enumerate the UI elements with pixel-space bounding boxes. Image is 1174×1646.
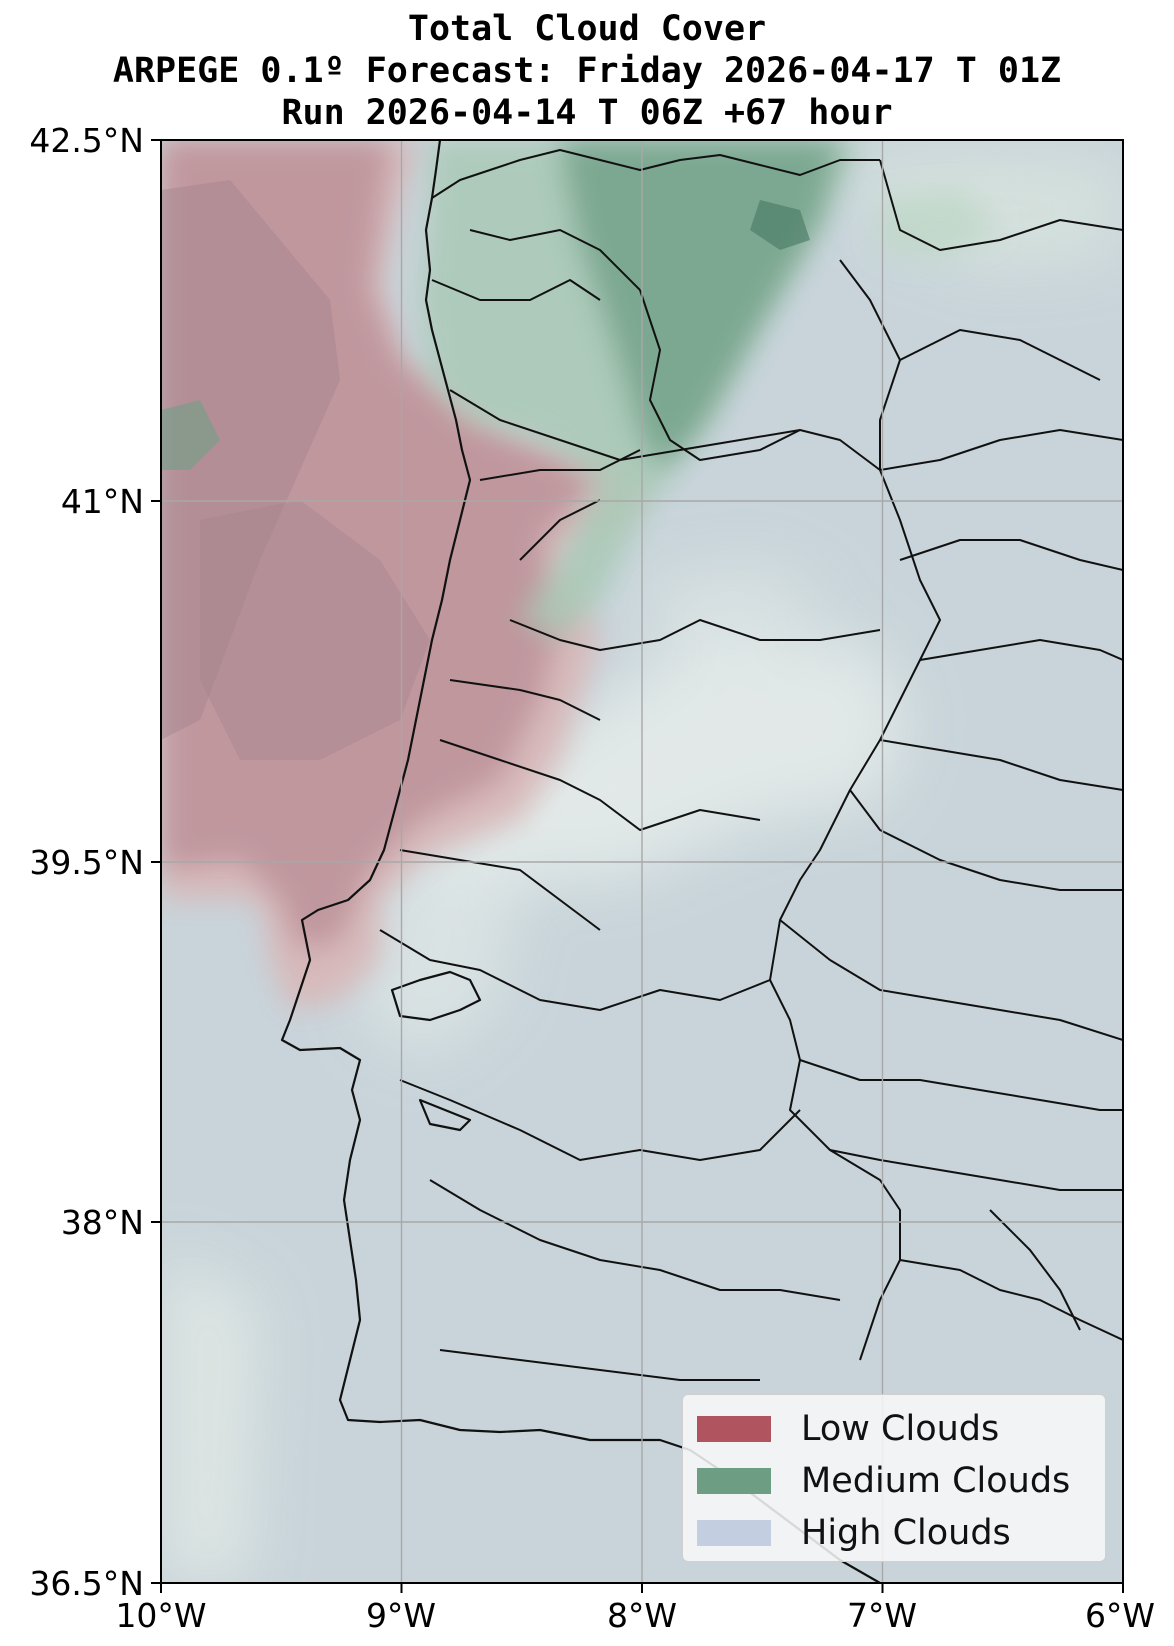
graticule [161,140,1123,1583]
legend-label-high: High Clouds [801,1513,1011,1553]
legend-swatch-high [697,1520,771,1546]
lat-tick-label: 39.5°N [29,843,144,882]
legend-swatch-medium [697,1468,771,1494]
lat-tick-label: 42.5°N [29,121,144,160]
coastline [280,140,881,1583]
legend-label-low: Low Clouds [801,1409,1000,1449]
admin-boundaries [379,149,1123,1381]
lat-tick-label: 36.5°N [29,1564,144,1603]
lon-tick-label: 8°W [606,1596,678,1635]
lat-tick-label: 41°N [60,482,144,521]
map-subtitle-run: Run 2026-04-14 T 06Z +67 hour [281,93,893,133]
map-title: Total Cloud Cover [407,9,767,49]
tick-marks [151,139,1124,1593]
legend: Low Clouds Medium Clouds High Clouds [682,1394,1106,1562]
legend-item-high-clouds: High Clouds [697,1513,1011,1553]
high-cloud-light-areas [161,150,1120,1583]
lon-tick-label: 7°W [846,1596,918,1635]
legend-label-medium: Medium Clouds [801,1461,1071,1501]
map-subtitle-forecast: ARPEGE 0.1º Forecast: Friday 2026-04-17 … [112,51,1062,91]
lat-tick-label: 38°N [60,1203,144,1242]
legend-item-medium-clouds: Medium Clouds [697,1461,1070,1501]
medium-cloud-area [161,140,1000,640]
legend-swatch-low [697,1416,771,1442]
map-title-block: Total Cloud Cover ARPEGE 0.1º Forecast: … [0,8,1174,134]
lon-tick-label: 6°W [1084,1596,1156,1635]
lon-tick-label: 10°W [115,1596,207,1635]
low-cloud-area [161,140,640,1010]
lon-tick-label: 9°W [365,1596,437,1635]
legend-item-low-clouds: Low Clouds [697,1409,999,1449]
